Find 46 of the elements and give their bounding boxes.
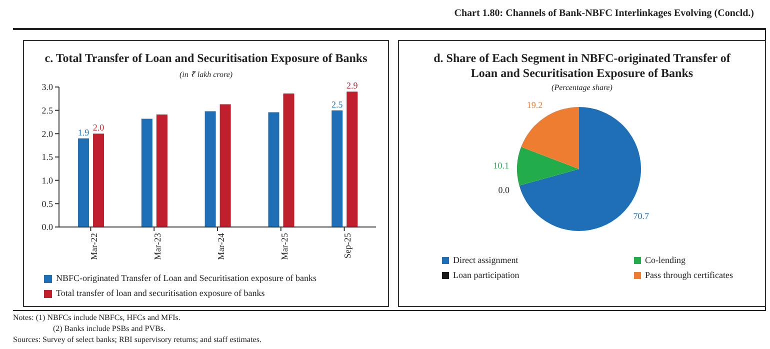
legend-label: Pass through certificates	[645, 269, 733, 282]
y-tick-label: 0.5	[42, 198, 54, 209]
y-tick-label: 0.0	[42, 222, 54, 232]
text: (2) Banks include PSBs and PVBs.	[52, 323, 166, 334]
chart-subtitle: (Percentage share)	[550, 83, 614, 92]
bar	[78, 138, 90, 227]
legend-label: Loan participation	[453, 269, 520, 282]
y-tick-label: 2.5	[42, 106, 54, 116]
y-tick-label: 2.0	[42, 128, 54, 139]
x-tick-label: Mar-22	[89, 233, 100, 260]
data-label: 2.5	[331, 99, 344, 110]
x-tick-label: Mar-25	[279, 232, 290, 260]
bar	[93, 134, 104, 227]
legend-label: Co-lending	[645, 254, 686, 267]
chart-title: c. Total Transfer of Loan and Securitisation Exposure of Banks	[44, 51, 368, 66]
bar	[156, 114, 168, 227]
chart-subtitle: (in ₹ lakh crore)	[178, 69, 234, 79]
caption: Chart 1.80: Channels of Bank-NBFC Interlinkages Evolving (Concld.)	[454, 8, 754, 19]
y-tick-label: 3.0	[42, 82, 54, 92]
data-label: 70.7	[633, 211, 650, 222]
bar	[346, 92, 358, 227]
data-label: 1.9	[78, 127, 90, 138]
bar	[220, 104, 231, 227]
data-label: 10.1	[493, 160, 509, 170]
y-tick-label: 1.0	[42, 176, 54, 186]
bar	[283, 94, 294, 227]
data-label: 19.2	[526, 100, 543, 110]
text: 0.0	[498, 184, 510, 195]
bar	[141, 118, 152, 227]
x-tick-label: Mar-23	[152, 232, 162, 260]
x-tick-label: Sep-25	[342, 232, 353, 258]
bar	[332, 110, 343, 227]
data-label: 2.0	[92, 122, 105, 133]
legend-label: NBFC-originated Transfer of Loan and Securitisation exposure of banks	[56, 272, 316, 285]
x-tick-label: Mar-24	[216, 232, 226, 260]
legend-label: Total transfer of loan and securitisation exposure of banks	[56, 287, 265, 300]
data-label: 2.9	[346, 80, 358, 91]
legend-label: Direct assignment	[453, 254, 518, 267]
bar	[204, 111, 216, 227]
bar	[268, 112, 280, 227]
source-note: Sources: Survey of select banks; RBI supervisory returns; and staff estimates.	[13, 334, 262, 345]
chart-title: d. Share of Each Segment in NBFC-originated Transfer of Loan and Securitisation Exposure of Banks	[432, 51, 732, 81]
pie-slice	[521, 107, 579, 169]
y-tick-label: 1.5	[42, 152, 54, 162]
pie-slice	[517, 146, 579, 186]
text: Notes: (1) NBFCs include NBFCs, HFCs and MFIs.	[13, 312, 182, 323]
